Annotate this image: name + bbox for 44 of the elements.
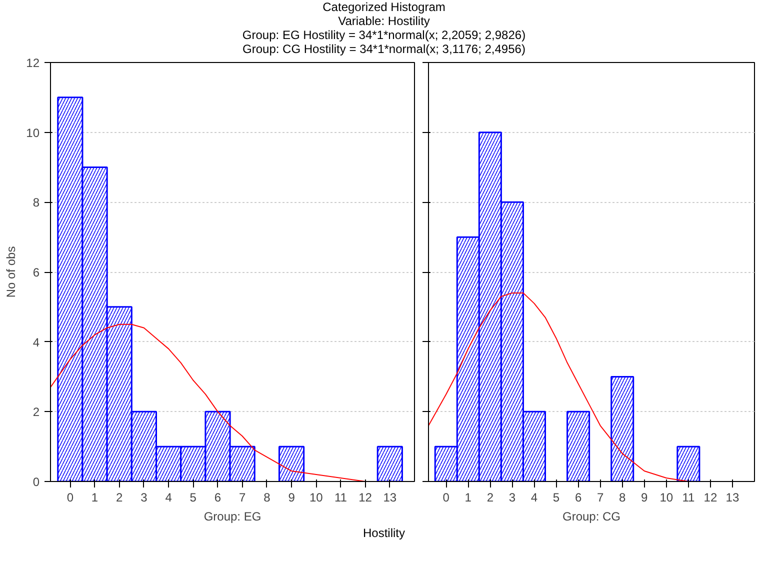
x-tick-label: 8 — [264, 490, 271, 504]
text: Hostility — [362, 526, 405, 540]
x-tick-label: 4 — [530, 490, 538, 504]
y-tick-label: 8 — [32, 196, 40, 210]
x-tick-label: 2 — [116, 490, 124, 504]
text: Group: EG Hostility = 34*1*normal(x; 2,2059; 2,9826) — [242, 28, 526, 42]
x-tick-label: 0 — [442, 490, 450, 504]
y-tick-label: 4 — [32, 335, 40, 350]
x-tick-label: 13 — [726, 490, 740, 504]
x-tick-label: 3 — [140, 490, 148, 504]
y-tick-label: 12 — [26, 56, 40, 70]
x-tick-label: 1 — [464, 490, 472, 504]
chart-subtitle: Variable: Hostility — [338, 14, 430, 28]
line-series — [50, 324, 366, 482]
x-tick-label: 7 — [239, 490, 246, 504]
x-tick-label: 3 — [508, 490, 516, 504]
x-tick-label: 9 — [641, 490, 648, 504]
x-axis-title: Group: CG — [562, 510, 621, 524]
x-tick-label: 5 — [552, 490, 560, 504]
text: Group: CG Hostility = 34*1*normal(x; 3,1176; 2,4956) — [242, 42, 526, 56]
y-tick-label: 2 — [32, 405, 40, 420]
x-tick-label: 13 — [383, 490, 397, 504]
x-tick-label: 11 — [682, 490, 695, 504]
y-tick-label: 6 — [32, 266, 40, 280]
x-tick-label: 8 — [619, 490, 626, 504]
x-tick-label: 10 — [660, 490, 674, 504]
x-tick-label: 1 — [91, 490, 98, 504]
x-tick-label: 5 — [190, 490, 197, 504]
x-tick-label: 2 — [486, 490, 494, 504]
y-tick-label: 0 — [32, 475, 40, 489]
x-tick-label: 6 — [214, 490, 222, 504]
x-tick-label: 11 — [334, 490, 348, 504]
x-tick-label: 6 — [574, 490, 582, 504]
y-tick-label: 10 — [26, 126, 40, 140]
x-tick-label: 7 — [596, 490, 604, 504]
x-axis-title: Group: EG — [204, 510, 262, 524]
x-tick-label: 0 — [66, 490, 74, 504]
x-tick-label: 9 — [288, 490, 296, 504]
x-tick-label: 12 — [704, 490, 718, 504]
x-tick-label: 10 — [309, 490, 324, 504]
chart-title: Categorized Histogram — [322, 0, 446, 14]
y-axis-title: No of obs — [4, 246, 18, 298]
x-tick-label: 4 — [165, 490, 172, 504]
x-tick-label: 12 — [358, 490, 372, 504]
